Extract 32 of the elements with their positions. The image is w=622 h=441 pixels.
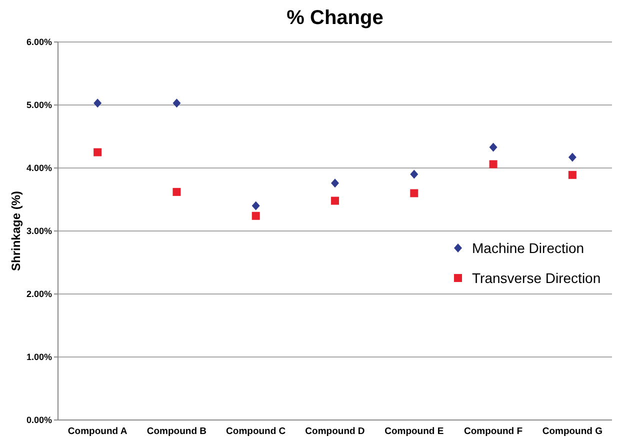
- point: [410, 189, 418, 198]
- point: [568, 170, 576, 179]
- point: [568, 152, 576, 162]
- point: [489, 160, 498, 168]
- point: [172, 188, 181, 196]
- x-tick-label: Compound G: [542, 426, 603, 437]
- x-tick-label: Compound A: [68, 426, 128, 437]
- y-tick-label: 1.00%: [26, 352, 52, 362]
- x-tick-label: Compound D: [305, 426, 365, 437]
- y-axis-title: Shrinkage (%): [9, 190, 23, 272]
- point: [172, 98, 181, 108]
- point: [94, 148, 102, 156]
- legend-label: Transverse Direction: [472, 270, 601, 286]
- y-tick-label: 5.00%: [26, 100, 52, 110]
- x-tick-label: Compound B: [146, 426, 207, 437]
- x-tick-label: Compound F: [464, 426, 523, 437]
- y-tick-label: 0.00%: [26, 415, 52, 426]
- x-tick-label: Compound C: [226, 426, 286, 437]
- x-tick-label: Compound E: [384, 426, 444, 437]
- point: [489, 142, 498, 152]
- y-tick-label: 3.00%: [26, 226, 52, 236]
- chart-title: % Change: [286, 7, 384, 29]
- point: [94, 98, 102, 108]
- point: [331, 196, 339, 205]
- legend-label: Machine Direction: [472, 240, 584, 256]
- point: [410, 170, 418, 179]
- y-tick-label: 4.00%: [26, 163, 52, 174]
- y-tick-label: 6.00%: [26, 37, 52, 48]
- point: [252, 201, 260, 210]
- point: [331, 178, 339, 188]
- point: [252, 212, 260, 220]
- y-tick-label: 2.00%: [26, 289, 52, 300]
